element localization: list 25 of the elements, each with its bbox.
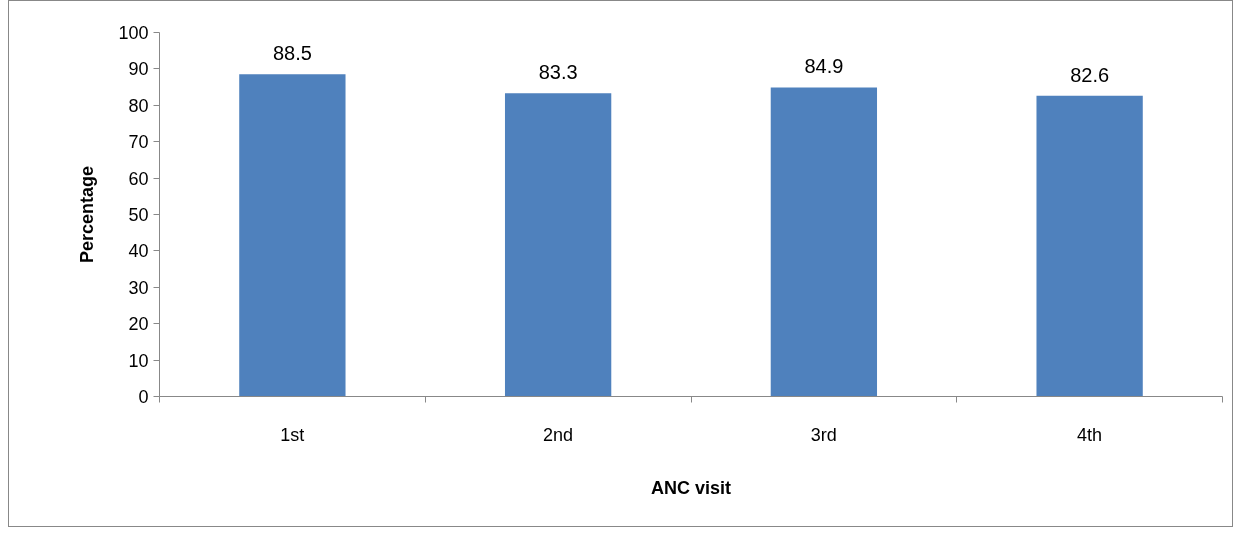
bar [239, 74, 346, 397]
bar [770, 87, 878, 397]
y-tick-label: 10 [128, 350, 149, 371]
x-axis-title: ANC visit [650, 477, 732, 498]
bar [504, 93, 612, 397]
y-tick-label: 90 [128, 59, 149, 80]
y-tick-label: 40 [128, 241, 149, 262]
x-tick-label: 1st [280, 424, 305, 445]
data-label: 83.3 [538, 61, 578, 84]
y-tick-label: 0 [138, 387, 149, 407]
y-tick-label: 50 [128, 205, 149, 225]
y-tick-label: 20 [128, 314, 149, 335]
data-label: 82.6 [1070, 63, 1110, 86]
y-axis-title: Percentage [77, 165, 98, 264]
y-tick-label: 30 [128, 277, 149, 298]
x-tick-label: 3rd [810, 424, 837, 445]
x-tick-label: 2nd [543, 424, 574, 445]
data-label: 88.5 [272, 42, 312, 65]
y-tick-label: 80 [128, 95, 149, 116]
y-tick-label: 60 [128, 168, 149, 189]
data-label: 84.9 [804, 55, 844, 78]
x-tick-label: 4th [1077, 424, 1103, 445]
bar [1036, 95, 1143, 397]
y-tick-label: 70 [128, 132, 149, 153]
y-tick-label: 100 [118, 23, 149, 43]
